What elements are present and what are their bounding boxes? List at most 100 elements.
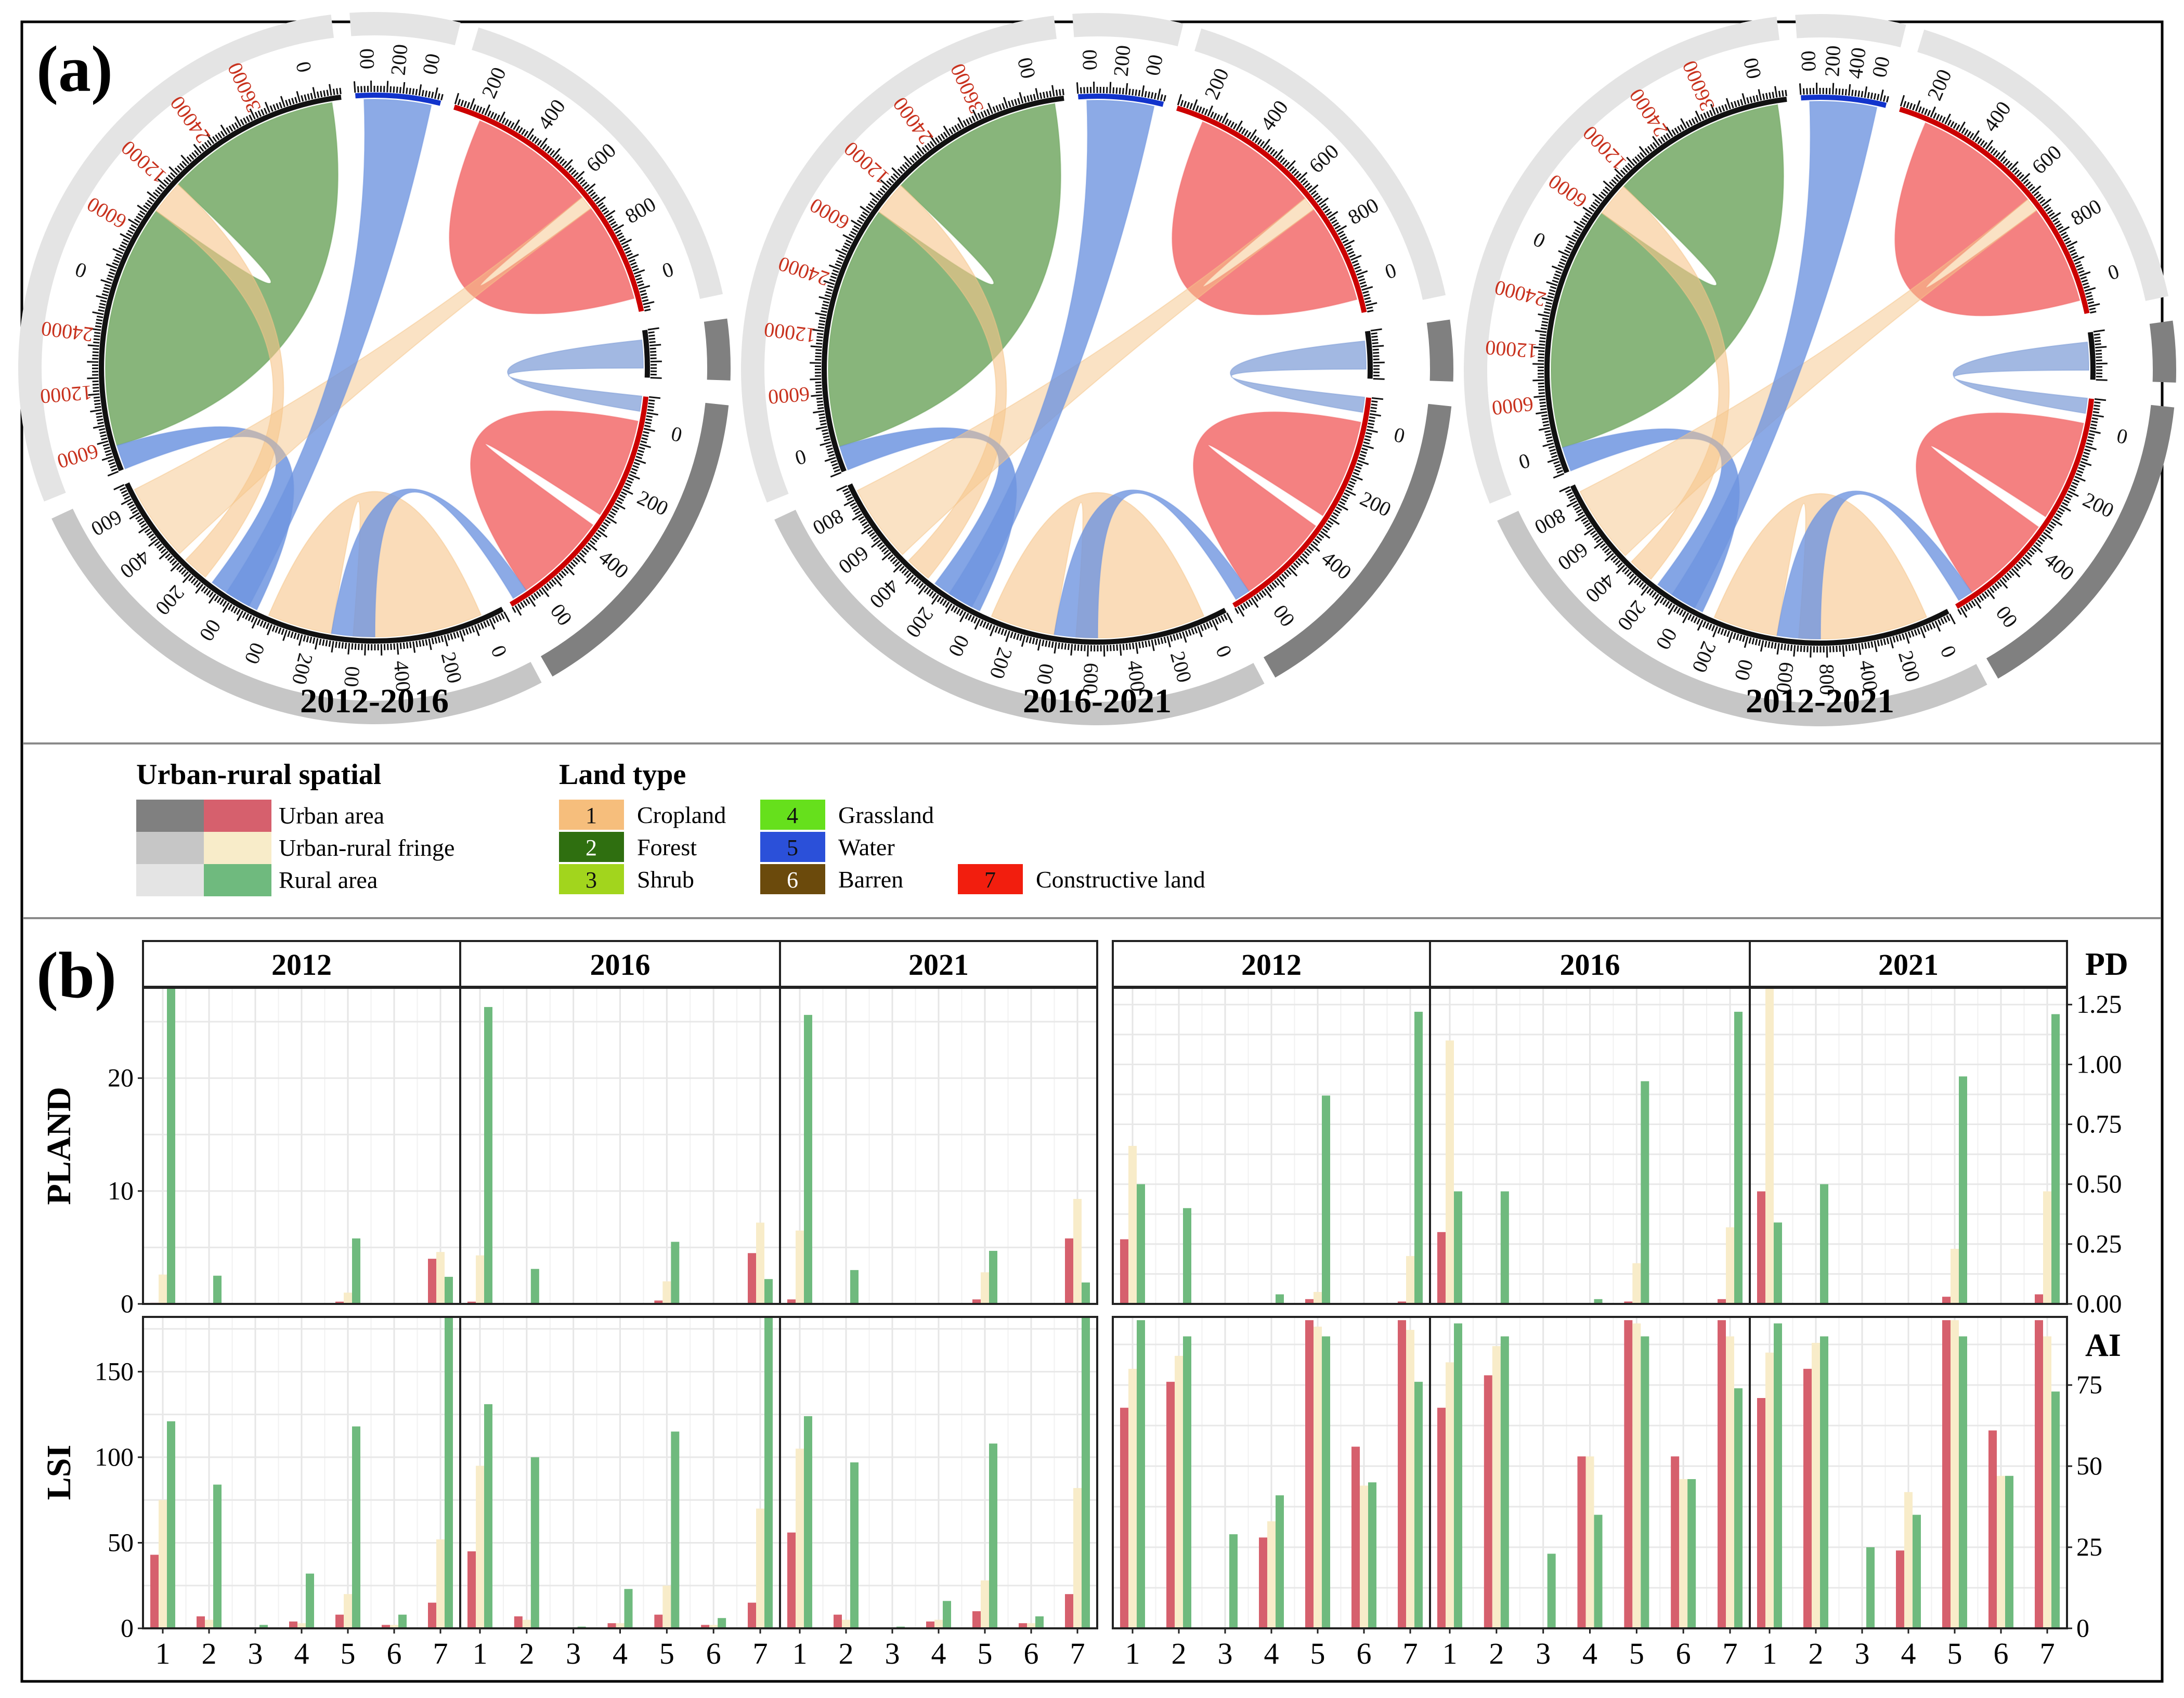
sector-tick [1600, 191, 1607, 197]
sector-tick [1314, 538, 1320, 544]
sector-tick [139, 520, 145, 526]
sector-tick [1774, 86, 1778, 98]
sector-tick [1336, 225, 1347, 232]
scale-label: 00 [340, 665, 365, 688]
bar-rural-area-2 [1183, 1208, 1191, 1304]
sector-tick [883, 549, 889, 555]
sector-tick [1533, 395, 1545, 398]
sector-tick [600, 204, 606, 210]
sector-tick [1556, 469, 1563, 474]
sector-tick [1035, 88, 1039, 100]
sector-tick [1832, 83, 1835, 95]
sector-tick [577, 177, 583, 182]
legend-land-swatch [760, 800, 825, 830]
bar-urban-area-1 [1120, 1239, 1128, 1304]
sector-tick [1005, 631, 1010, 642]
sector-tick [1289, 166, 1295, 172]
sector-tick [1218, 115, 1223, 122]
sector-tick [1058, 642, 1060, 649]
sector-tick [1331, 219, 1337, 224]
sector-tick [863, 524, 870, 529]
sector-tick [390, 643, 392, 650]
sector-tick [1634, 578, 1640, 584]
sector-tick [114, 256, 121, 260]
bar-urban-rural-fringe-6 [1997, 1475, 2005, 1628]
x-tick-label: 5 [1629, 1637, 1644, 1670]
bar-urban-area-6 [1671, 1456, 1680, 1628]
year-strip-label: 2012 [271, 948, 332, 982]
sector-tick [847, 497, 853, 501]
sector-tick [261, 109, 265, 116]
legend-spatial-grey [136, 800, 204, 832]
sector-tick [2081, 458, 2088, 462]
sector-tick [632, 268, 639, 272]
sector-tick [1947, 120, 1952, 126]
sector-tick [491, 617, 496, 624]
sector-tick [1748, 637, 1752, 644]
bar-rural-area-7 [445, 1276, 453, 1304]
sector-tick [256, 619, 261, 625]
bar-urban-area-1 [467, 1301, 476, 1304]
bar-rural-area-2 [530, 1457, 539, 1628]
sector-tick [1582, 206, 1593, 215]
sector-tick [1270, 149, 1276, 155]
scale-label: 00 [355, 48, 379, 70]
sector-tick [1550, 451, 1557, 455]
sector-tick [816, 342, 823, 345]
sector-tick [431, 92, 434, 98]
x-tick-label: 7 [753, 1637, 768, 1670]
sector-tick [1663, 134, 1668, 141]
sector-tick [1252, 135, 1257, 141]
sector-tick [939, 598, 945, 605]
sector-tick [2090, 423, 2097, 427]
sector-tick [296, 91, 301, 103]
bar-urban-area-5 [972, 1299, 981, 1304]
sector-tick [512, 607, 516, 613]
bar-urban-rural-fringe-4 [1585, 1456, 1594, 1628]
sector-tick [1617, 562, 1623, 568]
sector-tick [140, 523, 147, 528]
sector-tick [1712, 626, 1719, 637]
spatial-band-urban [1264, 403, 1452, 678]
sector-tick [1345, 489, 1356, 496]
bar-rural-area-7 [1414, 1381, 1423, 1628]
legend-land-num: 1 [586, 803, 597, 828]
scale-label: 00 [418, 51, 445, 76]
sector-tick [942, 599, 947, 606]
sector-tick [206, 140, 212, 146]
sector-tick [319, 638, 322, 645]
y-tick-label: 1.25 [2076, 989, 2122, 1018]
sector-tick [144, 528, 151, 533]
x-tick-label: 4 [1901, 1637, 1916, 1670]
sector-tick [1538, 313, 1550, 318]
sector-arc-rural [1544, 96, 1787, 474]
sector-tick [2087, 436, 2095, 439]
sector-tick [815, 391, 822, 394]
chord-link-9 [331, 488, 527, 638]
sector-tick [1037, 639, 1042, 651]
sector-tick [817, 326, 825, 329]
sector-tick [1848, 84, 1851, 96]
x-tick-label: 7 [2040, 1637, 2055, 1670]
sector-tick [1362, 444, 1374, 449]
sector-tick [620, 491, 627, 496]
chord-link-7 [856, 198, 1315, 555]
sector-tick [521, 128, 526, 135]
sector-tick [1008, 100, 1011, 108]
x-tick-label: 1 [473, 1637, 488, 1670]
sector-tick [943, 132, 948, 138]
sector-tick [148, 533, 154, 539]
sector-tick [1306, 185, 1312, 191]
sector-tick [980, 111, 985, 118]
sector-tick [157, 178, 167, 187]
sector-tick [1035, 638, 1038, 645]
sector-tick [1835, 88, 1838, 95]
sector-tick [1351, 475, 1363, 481]
sector-tick [360, 86, 362, 93]
bar-rural-area-2 [1820, 1184, 1828, 1304]
sector-tick [2037, 539, 2043, 545]
sector-tick [916, 151, 922, 157]
sector-tick [1997, 581, 2003, 587]
sector-tick [1933, 112, 1937, 119]
